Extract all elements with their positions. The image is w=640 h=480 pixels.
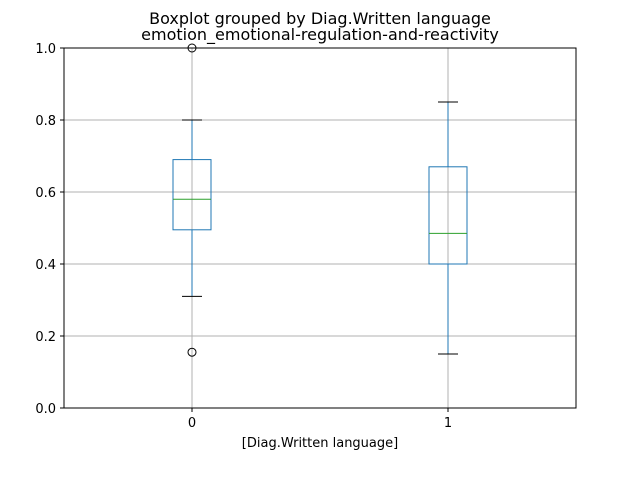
box-iqr [172,159,212,231]
y-tick-label: 1.0 [35,42,56,57]
grid-lines [64,47,576,409]
y-tick-label: 0.6 [35,186,56,201]
x-axis-label: [Diag.Written language] [242,436,398,451]
ticks-layer: 0.0 0.2 0.4 0.6 0.8 1.0 0 1 [35,42,452,431]
y-tick-label: 0.0 [35,402,56,417]
y-tick-label: 0.2 [35,330,56,345]
x-tick-label: 1 [444,416,452,431]
x-tick-label: 0 [188,416,196,431]
chart-title: Boxplot grouped by Diag.Written language [149,9,491,28]
plot-frame [63,47,577,409]
y-tick-label: 0.4 [35,258,56,273]
outlier-point [187,347,197,357]
boxes-layer [172,43,468,357]
chart-subtitle: emotion_emotional-regulation-and-reactiv… [141,25,499,45]
box-group-1 [428,101,468,355]
y-tick-label: 0.8 [35,114,56,129]
box-iqr [428,166,468,265]
